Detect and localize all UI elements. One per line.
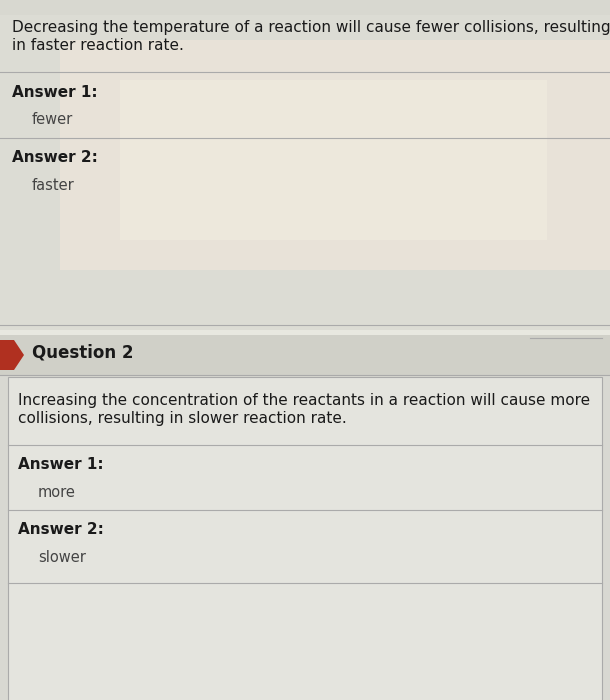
Text: more: more xyxy=(38,485,76,500)
Bar xyxy=(120,80,547,240)
Text: faster: faster xyxy=(32,178,75,193)
Text: Decreasing the temperature of a reaction will cause fewer collisions, resulting: Decreasing the temperature of a reaction… xyxy=(12,20,610,35)
Text: Answer 2:: Answer 2: xyxy=(18,522,104,537)
Text: Answer 1:: Answer 1: xyxy=(18,457,104,472)
Bar xyxy=(0,335,610,700)
Bar xyxy=(8,377,602,700)
Bar xyxy=(60,40,610,270)
Text: in faster reaction rate.: in faster reaction rate. xyxy=(12,38,184,53)
Text: Increasing the concentration of the reactants in a reaction will cause more: Increasing the concentration of the reac… xyxy=(18,393,590,408)
Text: Answer 1:: Answer 1: xyxy=(12,85,98,100)
Text: Answer 2:: Answer 2: xyxy=(12,150,98,165)
Text: Question 2: Question 2 xyxy=(32,343,134,361)
Text: collisions, resulting in slower reaction rate.: collisions, resulting in slower reaction… xyxy=(18,411,346,426)
Bar xyxy=(0,0,610,330)
Bar xyxy=(0,335,610,375)
Text: slower: slower xyxy=(38,550,86,565)
Polygon shape xyxy=(0,340,24,370)
Text: fewer: fewer xyxy=(32,112,73,127)
Bar xyxy=(0,0,610,15)
